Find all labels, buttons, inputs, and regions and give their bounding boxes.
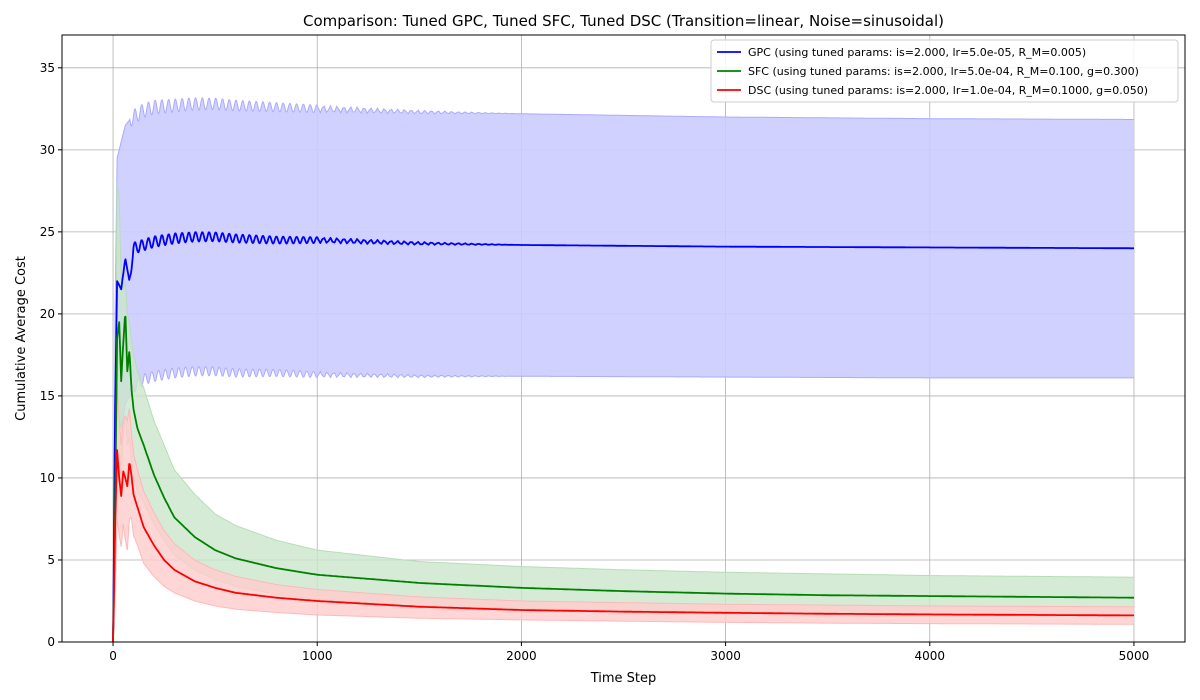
x-tick-label: 4000 — [914, 649, 945, 663]
y-tick-label: 0 — [47, 635, 55, 649]
x-tick-label: 2000 — [506, 649, 537, 663]
series-line — [112, 231, 1134, 643]
band-upper-edge — [112, 182, 1134, 643]
legend: GPC (using tuned params: is=2.000, lr=5.… — [710, 39, 1179, 103]
band-upper-edge — [112, 97, 1134, 643]
legend-box — [710, 39, 1179, 103]
x-tick-label: 3000 — [710, 649, 741, 663]
plot-frame — [61, 34, 1186, 643]
y-tick-label: 35 — [40, 61, 55, 75]
series-line — [112, 449, 1134, 643]
chart-title: Comparison: Tuned GPC, Tuned SFC, Tuned … — [303, 12, 944, 30]
y-tick-label: 25 — [40, 225, 55, 239]
band-lower-edge — [112, 365, 1134, 643]
y-tick-label: 30 — [40, 143, 55, 157]
legend-entry: SFC (using tuned params: is=2.000, lr=5.… — [748, 65, 1139, 78]
series-line — [112, 315, 1134, 643]
confidence-band — [113, 97, 1134, 642]
x-tick-label: 5000 — [1119, 649, 1150, 663]
legend-entry: GPC (using tuned params: is=2.000, lr=5.… — [748, 46, 1086, 59]
band-upper-edge — [112, 382, 1134, 643]
axis-ticks: 0 1000 2000 3000 4000 5000 0 5 10 15 20 25 30 35 — [40, 61, 1150, 663]
y-tick-label: 5 — [47, 553, 55, 567]
x-axis-label: Time Step — [590, 671, 657, 686]
legend-entry: DSC (using tuned params: is=2.000, lr=1.… — [748, 84, 1148, 97]
y-tick-label: 20 — [40, 307, 55, 321]
x-tick-label: 0 — [109, 649, 117, 663]
y-axis-label: Cumulative Average Cost — [14, 256, 29, 421]
confidence-band — [113, 382, 1134, 642]
y-tick-label: 10 — [40, 471, 55, 485]
y-tick-label: 15 — [40, 389, 55, 403]
x-tick-label: 1000 — [302, 649, 333, 663]
series-lines — [112, 231, 1134, 643]
band-lower-edge — [112, 516, 1134, 643]
